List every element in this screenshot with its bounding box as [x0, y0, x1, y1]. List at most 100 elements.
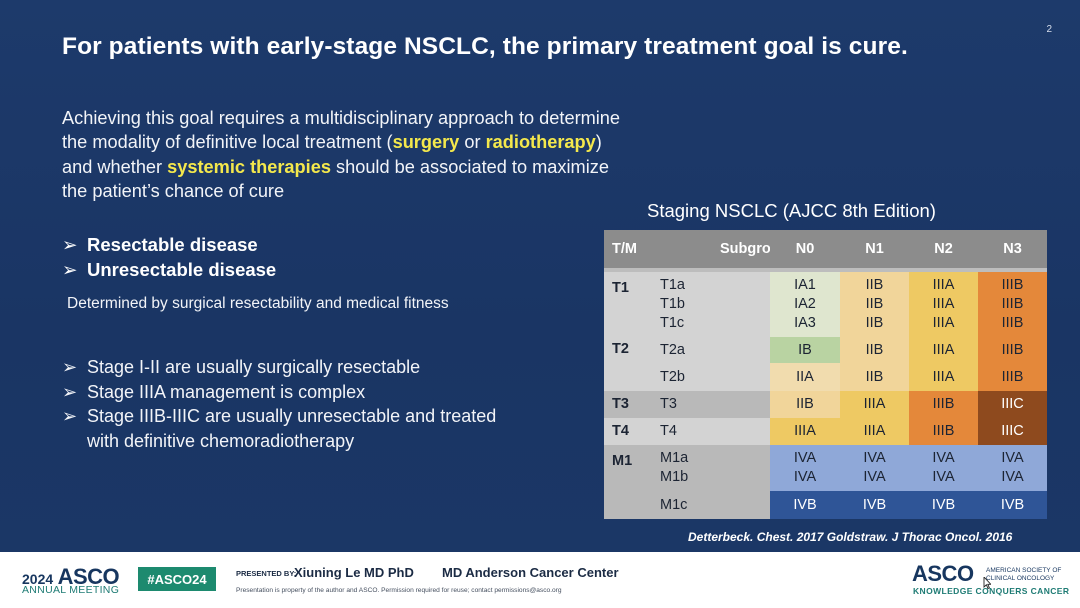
staging-table: T/M Subgroup N0 N1 N2 N3 T1 T2 T3 T4 M1 T1a T1b T1c IA… — [604, 230, 1047, 519]
table-stage-cell: IIA — [770, 363, 840, 391]
table-stage-value: IIB — [865, 368, 884, 385]
highlight-radiotherapy: radiotherapy — [485, 132, 596, 153]
slide: 2 For patients with early-stage NSCLC, t… — [0, 0, 1080, 552]
table-stage-values: IIIB — [909, 395, 978, 414]
table-stage-cell: IVA IVA — [978, 445, 1047, 491]
table-stage-values: IIIA IIIA IIIA — [909, 276, 978, 333]
table-stage-value: IVA — [932, 450, 955, 466]
table-stage-values: IIIA — [909, 368, 978, 387]
table-stage-cell: IIIB — [978, 363, 1047, 391]
table-stage-cell: IIB IIB IIB — [840, 272, 909, 337]
table-stage-value: IIIC — [1001, 423, 1024, 439]
table-stage-values: IIIB — [909, 422, 978, 441]
table-stage-value: IVA — [863, 469, 886, 485]
table-group-cell: T3 — [604, 391, 650, 418]
table-stage-values: IIIA — [909, 341, 978, 360]
table-stage-cell: IIIA — [909, 337, 978, 363]
bullet-text: Unresectable disease — [87, 258, 277, 280]
table-subgroup-label: T1b — [660, 296, 685, 312]
bullet-stage-iiia: ➢ Stage IIIA management is complex — [62, 380, 532, 405]
table-stage-value: IIIA — [863, 423, 886, 439]
bullet-text: Resectable disease — [87, 234, 258, 255]
tagline: KNOWLEDGE CONQUERS CANCER — [913, 586, 1070, 596]
table-stage-cell: IIB — [770, 391, 840, 418]
intro-text: should be associated to maximize the pat… — [62, 156, 609, 201]
table-stage-values: IVA IVA — [770, 449, 840, 487]
table-stage-values: IIB — [840, 368, 909, 387]
table-stage-cell: IIIB — [909, 391, 978, 418]
table-header-cell: N1 — [840, 230, 909, 268]
table-stage-cell: IVA IVA — [909, 445, 978, 491]
table-stage-value: IIIB — [1001, 341, 1024, 358]
table-stage-value: IVA — [793, 469, 817, 485]
bullet-text: Stage I-II are usually surgically resect… — [87, 357, 421, 377]
table-stage-value: IIIB — [932, 423, 955, 439]
table-stage-values: IIIA — [840, 422, 909, 441]
table-subgroup-labels: M1a M1b — [604, 449, 1047, 487]
disease-bullet-list: ➢ Resectable disease ➢ Unresectable diseas… — [62, 233, 276, 282]
table-stage-cell: IIB — [840, 363, 909, 391]
table-stage-values: IVA IVA — [840, 449, 909, 487]
bullet-stage-i-ii: ➢ Stage I-II are usually surgically resec… — [62, 355, 532, 380]
table-stage-value: IB — [798, 341, 812, 358]
table-stage-cell: IIIB IIIB IIIB — [978, 272, 1047, 337]
table-subgroup-labels: T2a — [604, 341, 1047, 360]
table-group-cell: M1 — [604, 445, 650, 519]
table-stage-value: IIIA — [794, 423, 816, 439]
table-stage-value: IA3 — [794, 315, 816, 331]
table-subgroup-label: T2b — [660, 368, 685, 385]
table-subgroup-label: T3 — [660, 396, 677, 412]
bullet-text: Stage IIIB-IIIC are usually unresectable… — [87, 406, 497, 451]
table-stage-value: IIIB — [1001, 296, 1024, 312]
table-stage-values: IA1 IA2 IA3 — [770, 276, 840, 333]
table-stage-cell: IIIB — [978, 337, 1047, 363]
table-stage-value: IIIB — [1001, 277, 1024, 293]
table-subgroup-column — [650, 337, 770, 391]
table-stage-value: IA1 — [794, 277, 816, 293]
table-subgroup-label: M1a — [660, 450, 689, 466]
table-subgroup-labels: T2b — [604, 368, 1047, 387]
table-subgroup-label: T1c — [660, 315, 685, 331]
meeting-logo: 2024 ASCO — [22, 564, 120, 590]
meeting-year: 2024 — [22, 571, 54, 587]
table-stage-values: IIIB IIIB IIIB — [978, 276, 1047, 333]
table-stage-values: IIB — [770, 395, 840, 414]
table-stage-value: IVA — [1001, 469, 1024, 485]
staging-table-title: Staging NSCLC (AJCC 8th Edition) — [647, 200, 936, 221]
arrow-bullet-icon: ➢ — [62, 234, 78, 255]
table-stage-cell: IA1 IA2 IA3 — [770, 272, 840, 337]
table-subgroup-labels: T4 — [604, 422, 1047, 441]
table-stage-cell: IVB — [978, 491, 1047, 519]
arrow-bullet-icon: ➢ — [62, 406, 78, 426]
society-name: AMERICAN SOCIETY OF CLINICAL ONCOLOGY — [986, 567, 1076, 582]
slide-title: For patients with early-stage NSCLC, the… — [62, 33, 908, 60]
table-stage-value: IVB — [931, 496, 956, 513]
table-stage-values: IVB — [840, 496, 909, 515]
table-spacer — [604, 268, 1047, 272]
table-stage-value: IIB — [865, 277, 884, 293]
table-stage-value: IIIA — [932, 296, 955, 312]
table-stage-cell: IVB — [909, 491, 978, 519]
meeting-subtitle: ANNUAL MEETING — [22, 584, 120, 596]
table-stage-cell: IIIA — [840, 391, 909, 418]
table-stage-cell: IIIA — [770, 418, 840, 445]
table-group-cell: T4 — [604, 418, 650, 445]
table-group-label: T4 — [612, 422, 629, 439]
table-stage-cell: IIIA — [840, 418, 909, 445]
table-stage-value: IVB — [793, 496, 817, 513]
table-stage-values: IIIC — [978, 395, 1047, 414]
table-stage-values: IIIA — [840, 395, 909, 414]
intro-text: ) and whether — [62, 132, 602, 177]
hashtag-badge: #ASCO24 — [138, 567, 216, 591]
table-subgroup-column — [650, 445, 770, 519]
table-header-cell: N2 — [909, 230, 978, 268]
arrow-bullet-icon: ➢ — [62, 381, 78, 402]
table-stage-values: IVB — [978, 496, 1047, 515]
table-stage-cell: IIIC — [978, 391, 1047, 418]
bullet-resectable: ➢ Resectable disease — [62, 233, 276, 258]
table-stage-value: IVA — [863, 450, 886, 466]
table-stage-values: IB — [770, 341, 840, 360]
table-group-label: T1 — [612, 280, 629, 296]
bullet-unresectable: ➢ Unresectable disease — [62, 258, 276, 283]
presenter-name: Xiuning Le MD PhD — [294, 565, 414, 580]
